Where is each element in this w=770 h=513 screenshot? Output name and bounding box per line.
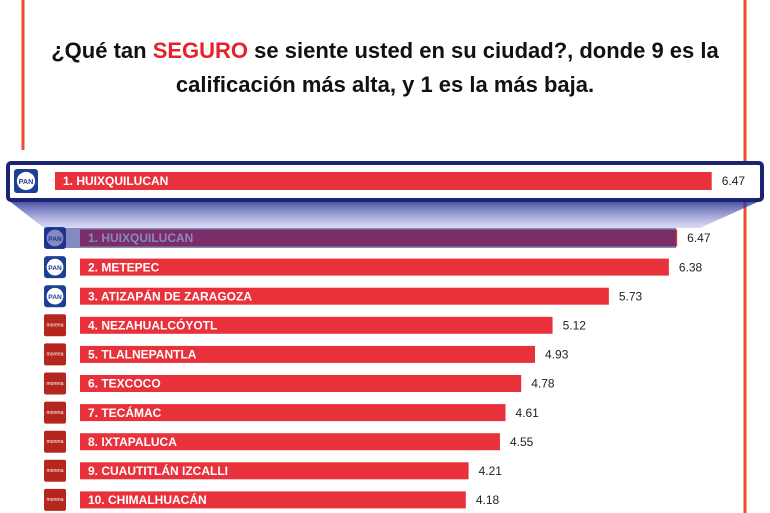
value-label: 4.78 — [531, 377, 555, 391]
bar — [80, 316, 553, 334]
value-label: 4.21 — [479, 464, 503, 478]
party-logo — [44, 488, 66, 511]
value-label: 6.47 — [722, 174, 746, 188]
chart-title: calificación más alta, y 1 es la más baj… — [176, 72, 594, 97]
value-label: 4.18 — [476, 493, 500, 507]
party-logo-ring — [46, 258, 64, 276]
party-logo-text: morena — [47, 497, 64, 503]
value-label: 5.12 — [563, 318, 587, 332]
bar — [55, 172, 712, 190]
bar — [80, 462, 469, 480]
category-label: 3. ATIZAPÁN DE ZARAGOZA — [88, 288, 252, 303]
bar — [80, 287, 609, 305]
category-label: 6. TEXCOCO — [88, 377, 161, 391]
party-logo — [44, 430, 66, 453]
category-label: 9. CUAUTITLÁN IZCALLI — [88, 463, 228, 478]
bar — [80, 433, 500, 451]
value-label: 5.73 — [619, 289, 643, 303]
value-label: 6.47 — [687, 231, 711, 245]
party-logo — [44, 459, 66, 482]
bar — [80, 258, 669, 276]
bar — [80, 375, 522, 392]
bar — [80, 404, 506, 422]
party-logo-text: morena — [47, 381, 64, 387]
party-logo — [44, 401, 66, 424]
bar — [80, 491, 466, 509]
category-label: 4. NEZAHUALCÓYOTL — [88, 317, 217, 332]
title-text: ¿Qué tan — [51, 38, 152, 63]
party-logo — [44, 314, 66, 337]
party-logo — [44, 343, 66, 366]
category-label: 10. CHIMALHUACÁN — [88, 492, 207, 507]
category-label: 8. IXTAPALUCA — [88, 435, 177, 449]
zoom-overlay — [44, 228, 676, 248]
party-logo-ring — [46, 287, 64, 305]
value-label: 4.93 — [545, 348, 569, 362]
value-label: 4.61 — [516, 406, 540, 420]
value-label: 6.38 — [679, 260, 703, 274]
title-emphasis: SEGURO — [153, 38, 248, 63]
party-logo-ring — [16, 171, 36, 191]
category-label: 7. TECÁMAC — [88, 405, 162, 420]
bar — [80, 345, 536, 363]
category-label: 1. HUIXQUILUCAN — [63, 174, 168, 188]
party-logo-text: morena — [47, 468, 64, 474]
party-logo — [44, 372, 66, 395]
party-logo-text: PAN — [19, 177, 34, 186]
chart-title: ¿Qué tan SEGURO se siente usted en su ci… — [51, 38, 719, 63]
zoom-connector — [8, 200, 762, 228]
category-label: 2. METEPEC — [88, 260, 160, 274]
title-text: se siente usted en su ciudad?, donde 9 e… — [248, 38, 719, 63]
party-logo-text: PAN — [48, 294, 62, 301]
party-logo-text: PAN — [48, 265, 62, 272]
party-logo-text: morena — [47, 410, 64, 416]
party-logo-text: morena — [47, 439, 64, 445]
category-label: 5. TLALNEPANTLA — [88, 348, 197, 362]
value-label: 4.55 — [510, 435, 534, 449]
party-logo-text: morena — [47, 323, 64, 329]
party-logo-text: morena — [47, 352, 64, 358]
